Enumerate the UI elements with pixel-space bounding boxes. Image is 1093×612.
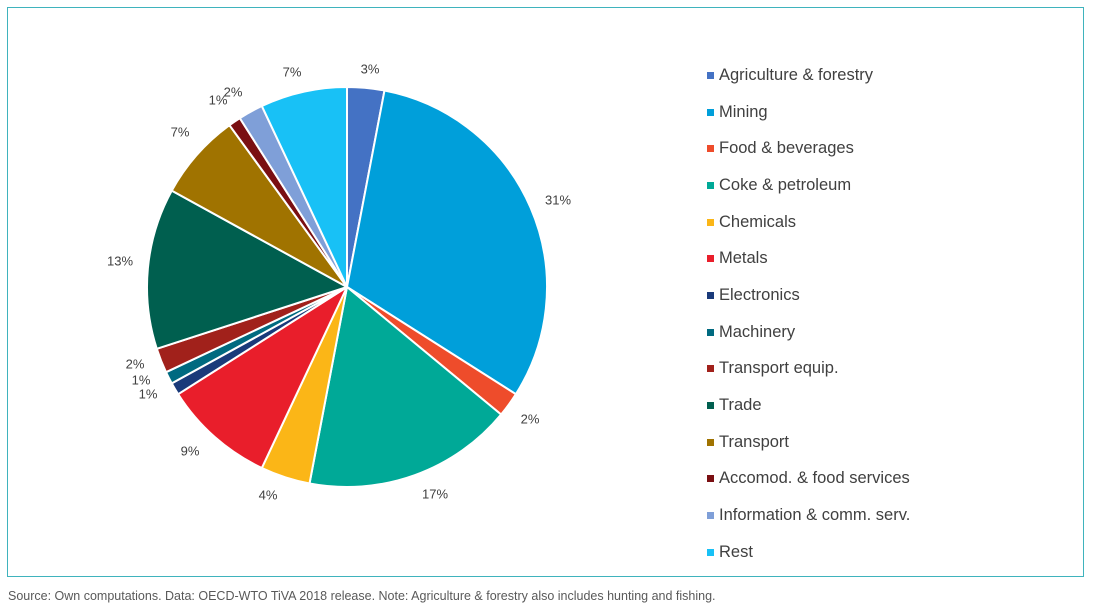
- legend-item-agriculture-and-forestry: Agriculture & forestry: [707, 57, 910, 94]
- legend-label: Food & beverages: [719, 139, 854, 158]
- legend-item-electronics: Electronics: [707, 277, 910, 314]
- legend-item-transport: Transport: [707, 424, 910, 461]
- legend-item-coke-and-petroleum: Coke & petroleum: [707, 167, 910, 204]
- legend-swatch: [707, 438, 714, 446]
- legend-swatch: [707, 402, 714, 410]
- legend-label: Machinery: [719, 322, 796, 341]
- pie-chart: 3%31%2%17%4%9%1%1%2%13%7%1%2%7%: [107, 61, 571, 502]
- pie-slice-metals: [177, 286, 348, 469]
- legend-label: Mining: [719, 102, 768, 121]
- data-label-accomod-and-food-services: 1%: [209, 92, 228, 107]
- legend-item-mining: Mining: [707, 94, 910, 131]
- legend-item-transport-equip: Transport equip.: [707, 351, 910, 388]
- legend-label: Transport: [719, 432, 789, 451]
- legend-item-food-and-beverages: Food & beverages: [707, 130, 910, 167]
- legend-label: Chemicals: [719, 212, 797, 231]
- legend-item-metals: Metals: [707, 240, 910, 277]
- legend-label: Rest: [719, 542, 753, 561]
- data-label-chemicals: 4%: [259, 487, 278, 502]
- data-label-food-and-beverages: 2%: [521, 411, 540, 426]
- legend-label: Accomod. & food services: [719, 469, 910, 488]
- legend-label: Metals: [719, 249, 768, 268]
- legend-swatch: [707, 328, 714, 336]
- pie-slice-coke-and-petroleum: [308, 286, 503, 488]
- legend-swatch: [707, 548, 714, 556]
- legend-swatch: [707, 181, 714, 189]
- legend-swatch: [707, 475, 714, 483]
- legend-item-trade: Trade: [707, 387, 910, 424]
- legend-item-accomod-and-food-services: Accomod. & food services: [707, 461, 910, 498]
- data-label-mining: 31%: [545, 192, 571, 207]
- legend-label: Information & comm. serv.: [719, 506, 911, 525]
- data-label-trade: 13%: [107, 253, 133, 268]
- pie-slice-trade: [146, 189, 348, 350]
- source-note: Source: Own computations. Data: OECD-WTO…: [8, 589, 716, 603]
- data-label-agriculture-and-forestry: 3%: [361, 61, 380, 76]
- legend-swatch: [707, 255, 714, 263]
- data-label-coke-and-petroleum: 17%: [422, 486, 448, 501]
- data-label-electronics: 1%: [139, 386, 158, 401]
- data-label-transport-equip: 2%: [126, 356, 145, 371]
- legend-swatch: [707, 108, 714, 116]
- legend-label: Transport equip.: [719, 359, 839, 378]
- legend-item-information-and-comm-serv: Information & comm. serv.: [707, 497, 910, 534]
- legend-swatch: [707, 71, 714, 79]
- legend-swatch: [707, 365, 714, 373]
- legend-label: Coke & petroleum: [719, 175, 852, 194]
- data-label-machinery: 1%: [132, 372, 151, 387]
- data-label-information-and-comm-serv: 2%: [224, 84, 243, 99]
- legend-label: Electronics: [719, 285, 800, 304]
- pie-slice-rest: [260, 86, 348, 288]
- legend-swatch: [707, 145, 714, 153]
- legend-item-rest: Rest: [707, 534, 910, 571]
- data-label-metals: 9%: [181, 443, 200, 458]
- legend-item-chemicals: Chemicals: [707, 204, 910, 241]
- data-label-transport: 7%: [171, 124, 190, 139]
- legend-label: Agriculture & forestry: [719, 65, 874, 84]
- data-label-rest: 7%: [283, 64, 302, 79]
- legend-swatch: [707, 512, 714, 520]
- legend-item-machinery: Machinery: [707, 314, 910, 351]
- legend-swatch: [707, 291, 714, 299]
- legend-label: Trade: [719, 396, 762, 415]
- chart-legend: Agriculture & forestry Mining Food & bever…: [707, 57, 910, 571]
- legend-swatch: [707, 218, 714, 226]
